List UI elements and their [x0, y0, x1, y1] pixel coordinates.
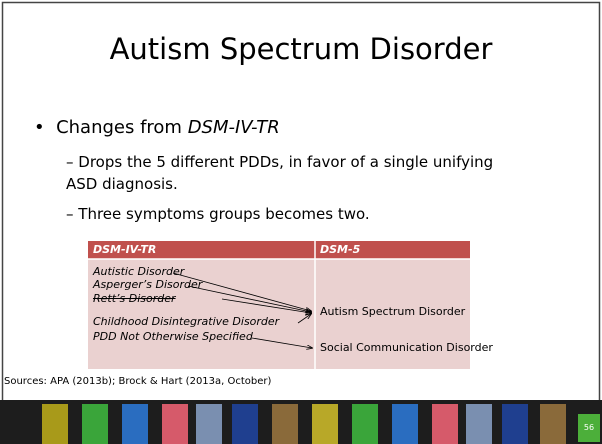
left-item: Rett’s Disorder: [93, 292, 176, 305]
sub-bullet-text: Three symptoms groups becomes two.: [78, 205, 369, 223]
left-item: PDD Not Otherwise Specified: [93, 330, 253, 343]
page-number: 56: [578, 423, 600, 432]
title: Autism Spectrum Disorder: [0, 32, 602, 66]
right-item: Social Communication Disorder: [320, 341, 493, 354]
right-item: Autism Spectrum Disorder: [320, 305, 465, 318]
book-covers: [0, 400, 602, 444]
sub-bullet-text: Drops the 5 different PDDs, in favor of …: [66, 153, 493, 193]
bullet-italic: DSM-IV-TR: [188, 117, 280, 138]
left-item: Autistic Disorder: [93, 265, 184, 278]
table-header-cell: DSM-5: [320, 243, 360, 256]
sub-bullet: – Three symptoms groups becomes two.: [66, 205, 370, 223]
sub-bullet: – Drops the 5 different PDDs, in favor o…: [66, 151, 506, 195]
bullet-text: Changes from: [56, 117, 188, 138]
source: Sources: APA (2013b); Brock & Hart (2013…: [4, 376, 271, 387]
table-header-cell: DSM-IV-TR: [93, 243, 156, 256]
left-item: Childhood Disintegrative Disorder: [93, 315, 279, 328]
left-item: Asperger’s Disorder: [93, 278, 202, 291]
bullet: • Changes from DSM-IV-TR: [34, 117, 280, 138]
slide: Autism Spectrum Disorder • Changes from …: [0, 0, 602, 444]
